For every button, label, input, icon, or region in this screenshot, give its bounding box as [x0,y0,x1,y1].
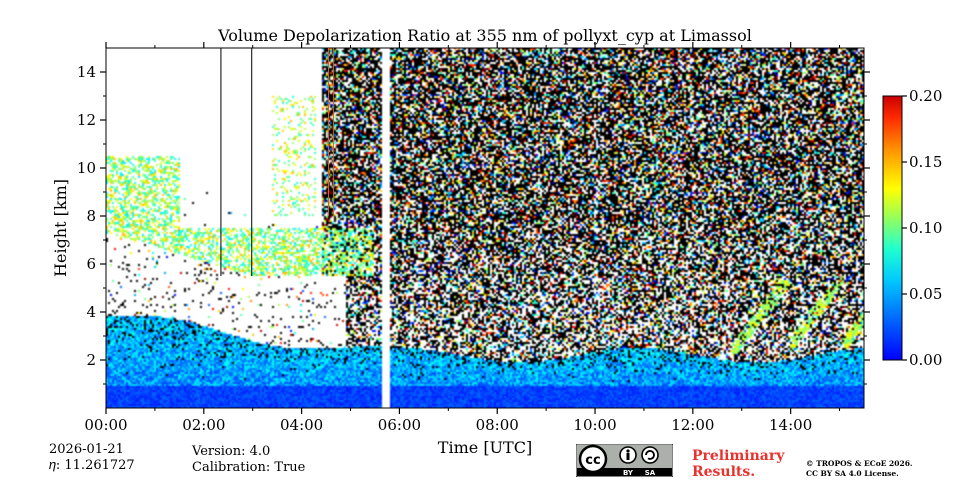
footer-eta: 𝜂: 11.261727 [49,458,135,473]
chart-title: Volume Depolarization Ratio at 355 nm of… [217,26,752,45]
preliminary-line-2: Results. [692,464,756,480]
x-tick-label: 06:00 [378,416,421,434]
copyright-line-2: CC BY SA 4.0 License. [806,469,899,478]
plot-area [105,47,865,409]
copyright-note: © TROPOS & ECoE 2026. CC BY SA 4.0 Licen… [806,459,913,479]
badge-by-text: BY [623,469,634,477]
plot-frame [105,47,865,409]
colorbar-tick-label: 0.15 [909,153,942,171]
x-tick-label: 02:00 [182,416,225,434]
colorbar-tick-label: 0.05 [909,285,942,303]
colorbar-tick-label: 0.00 [909,351,942,369]
y-tick-label: 8 [86,207,96,225]
y-tick-label: 2 [86,351,96,369]
y-tick-label: 14 [77,63,96,81]
depol-heatmap [106,48,864,408]
sa-icon-arrow [645,450,655,460]
y-axis-label: Height [km] [51,179,70,277]
x-tick-label: 12:00 [671,416,714,434]
preliminary-line-1: Preliminary [692,448,785,464]
y-tick-label: 4 [86,303,96,321]
footer-version-block: Version: 4.0 Calibration: True [192,444,305,476]
x-tick-label: 04:00 [280,416,323,434]
badge-sa-text: SA [645,469,656,477]
footer-date: 2026-01-21 [49,442,124,457]
colorbar [882,95,903,361]
sa-icon [641,446,659,464]
preliminary-note: Preliminary Results. [692,448,784,480]
footer-calibration: Calibration: True [192,460,306,475]
x-tick-label: 00:00 [84,416,127,434]
y-tick-label: 6 [86,255,96,273]
y-tick-label: 10 [77,159,96,177]
cc-icon-text: cc [585,453,600,468]
by-icon-body [626,453,630,460]
x-tick-label: 14:00 [769,416,812,434]
footer-version: Version: 4.0 [192,444,271,459]
footer-date-block: 2026-01-21 𝜂: 11.261727 [49,442,135,474]
cc-icon [578,444,608,474]
y-tick-label: 12 [77,111,96,129]
copyright-line-1: © TROPOS & ECoE 2026. [806,459,913,468]
x-axis-label: Time [UTC] [438,438,532,457]
colorbar-tick-label: 0.10 [909,219,942,237]
by-icon-head [626,449,630,453]
cc-by-sa-badge: cc BY SA [576,444,673,477]
colorbar-tick-label: 0.20 [909,87,942,105]
x-tick-label: 08:00 [476,416,519,434]
x-tick-label: 10:00 [573,416,616,434]
